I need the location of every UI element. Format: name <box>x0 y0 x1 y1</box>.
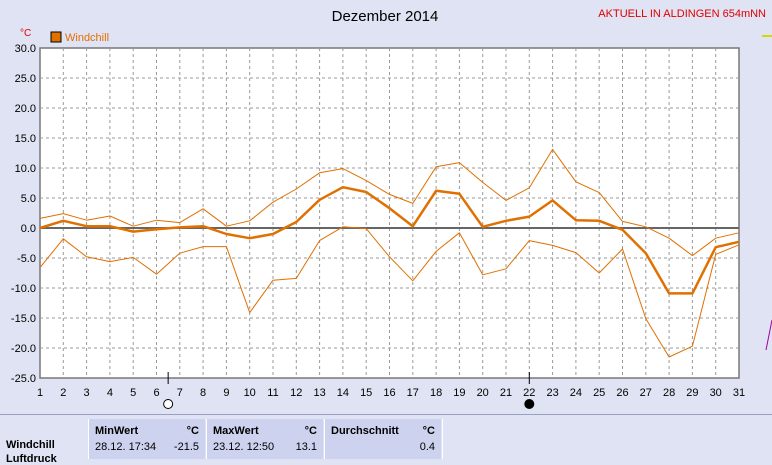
x-tick-label: 21 <box>500 387 512 399</box>
y-axis: 30.0 25.0 20.0 15.0 10.0 5.0 0.0 -5.0 -10.0 -15.0… <box>11 43 36 385</box>
x-tick-label: 11 <box>267 387 278 399</box>
y-tick-label: 25.0 <box>15 73 36 85</box>
stats-panel: Windchill Luftdruck MinWert °C 28.12. 17… <box>0 414 772 465</box>
x-tick-label: 12 <box>290 387 302 399</box>
x-tick-label: 31 <box>733 387 745 399</box>
y-tick-label: -10.0 <box>11 283 36 295</box>
x-tick-label: 2 <box>60 387 66 399</box>
y-tick-label: -25.0 <box>11 373 36 385</box>
x-tick-label: 23 <box>546 387 558 399</box>
y-tick-label: 30.0 <box>15 43 36 55</box>
x-tick-label: 30 <box>710 387 722 399</box>
max-cell: MaxWert °C 23.12. 12:50 13.1 <box>206 419 323 459</box>
min-value: -21.5 <box>173 441 199 453</box>
x-tick-label: 16 <box>383 387 395 399</box>
chart: Dezember 2014 AKTUELL IN ALDINGEN 654mNN… <box>11 8 772 409</box>
x-tick-label: 24 <box>570 387 582 399</box>
min-header: MinWert <box>95 425 139 437</box>
day-markers <box>163 372 535 409</box>
x-tick-label: 18 <box>430 387 442 399</box>
x-tick-label: 27 <box>640 387 652 399</box>
min-unit: °C <box>186 425 199 437</box>
avg-unit: °C <box>422 425 435 437</box>
plot-area <box>39 47 740 379</box>
x-tick-label: 17 <box>407 387 419 399</box>
x-tick-label: 29 <box>686 387 698 399</box>
empty-cell <box>442 419 763 459</box>
x-tick-label: 26 <box>616 387 628 399</box>
legend-label: Windchill <box>65 32 109 44</box>
x-axis: 1 2 3 4 5 6 7 8 9 10 11 12 13 14 15 16 17 18 19 20 21 22 23 24 2… <box>37 387 745 399</box>
avg-cell: Durchschnitt °C 0.4 <box>324 419 441 459</box>
series-line-max <box>39 148 740 257</box>
x-tick-label: 7 <box>177 387 183 399</box>
x-tick-label: 19 <box>453 387 465 399</box>
y-tick-label: 10.0 <box>15 163 36 175</box>
y-tick-label: 5.0 <box>21 193 36 205</box>
x-tick-label: 28 <box>663 387 675 399</box>
x-tick-label: 22 <box>523 387 535 399</box>
chart-title: Dezember 2014 <box>332 8 439 25</box>
x-tick-label: 5 <box>130 387 136 399</box>
series-lines <box>39 148 740 358</box>
y-tick-label: -15.0 <box>11 313 36 325</box>
y-tick-label: 0.0 <box>21 223 36 235</box>
y-tick-label: -20.0 <box>11 343 36 355</box>
max-unit: °C <box>304 425 317 437</box>
max-header: MaxWert <box>213 425 259 437</box>
x-tick-label: 6 <box>153 387 159 399</box>
stats-row-label: Windchill <box>6 439 55 451</box>
right-edge-mark <box>765 319 772 351</box>
x-tick-label: 9 <box>223 387 229 399</box>
max-time: 23.12. 12:50 <box>213 441 275 453</box>
x-tick-label: 8 <box>200 387 206 399</box>
open-circle-marker <box>163 399 174 409</box>
min-time: 28.12. 17:34 <box>95 441 157 453</box>
legend-swatch <box>50 31 62 43</box>
x-tick-label: 25 <box>593 387 605 399</box>
stats-row-label-2: Luftdruck <box>6 453 57 465</box>
y-tick-label: -5.0 <box>17 253 36 265</box>
x-tick-label: 13 <box>313 387 325 399</box>
x-tick-label: 1 <box>37 387 43 399</box>
x-tick-label: 10 <box>244 387 256 399</box>
min-cell: MinWert °C 28.12. 17:34 -21.5 <box>88 419 205 459</box>
station-label: AKTUELL IN ALDINGEN 654mNN <box>598 8 766 20</box>
avg-value: 0.4 <box>419 441 435 453</box>
y-unit-label: °C <box>20 28 31 39</box>
y-tick-label: 20.0 <box>15 103 36 115</box>
y-tick-label: 15.0 <box>15 133 36 145</box>
filled-circle-marker <box>524 399 535 409</box>
max-value: 13.1 <box>295 441 317 453</box>
x-tick-label: 15 <box>360 387 372 399</box>
series-line-avg <box>39 185 740 295</box>
x-tick-label: 3 <box>84 387 90 399</box>
x-tick-label: 14 <box>337 387 349 399</box>
x-tick-label: 20 <box>477 387 489 399</box>
avg-header: Durchschnitt <box>331 425 399 437</box>
series-line-min <box>39 226 740 358</box>
x-tick-label: 4 <box>107 387 113 399</box>
